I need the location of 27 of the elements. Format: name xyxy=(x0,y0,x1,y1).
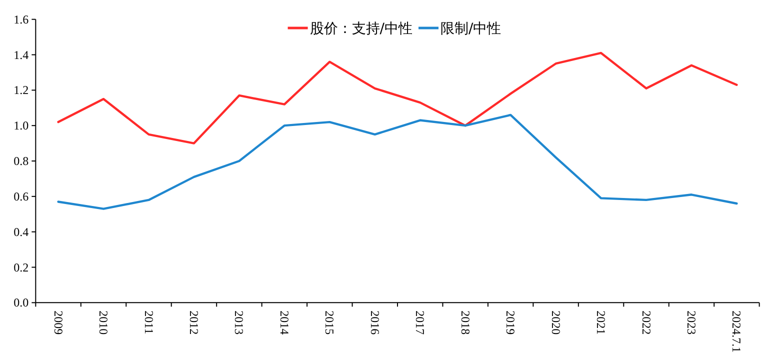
y-tick-label: 1.6 xyxy=(14,12,29,26)
x-tick-label: 2011 xyxy=(142,310,156,334)
y-tick-label: 0.0 xyxy=(14,296,29,310)
x-tick-label: 2024.7.1 xyxy=(730,310,744,353)
legend-label: 限制/中性 xyxy=(440,21,502,37)
x-tick-label: 2012 xyxy=(186,310,201,335)
x-tick-label: 2020 xyxy=(548,310,563,335)
x-tick-label: 2013 xyxy=(232,310,246,335)
x-tick-label: 2017 xyxy=(413,310,428,335)
x-tick-label: 2022 xyxy=(639,310,654,335)
x-tick-label: 2018 xyxy=(458,310,472,335)
x-tick-label: 2014 xyxy=(277,310,292,335)
y-tick-label: 0.6 xyxy=(14,189,29,204)
x-tick-label: 2021 xyxy=(594,310,608,335)
y-tick-label: 1.0 xyxy=(14,118,29,133)
x-tick-label: 2009 xyxy=(51,310,66,335)
y-tick-label: 0.8 xyxy=(14,154,29,168)
legend-label: 股价：支持/中性 xyxy=(310,21,412,37)
x-tick-label: 2019 xyxy=(504,310,518,335)
y-tick-label: 0.2 xyxy=(14,260,29,274)
y-tick-label: 0.4 xyxy=(14,224,29,239)
x-tick-label: 2016 xyxy=(368,310,382,335)
x-tick-label: 2010 xyxy=(96,310,111,335)
x-tick-label: 2023 xyxy=(684,310,698,335)
x-tick-label: 2015 xyxy=(322,310,337,335)
y-tick-label: 1.2 xyxy=(14,83,29,98)
y-tick-label: 1.4 xyxy=(14,48,29,62)
